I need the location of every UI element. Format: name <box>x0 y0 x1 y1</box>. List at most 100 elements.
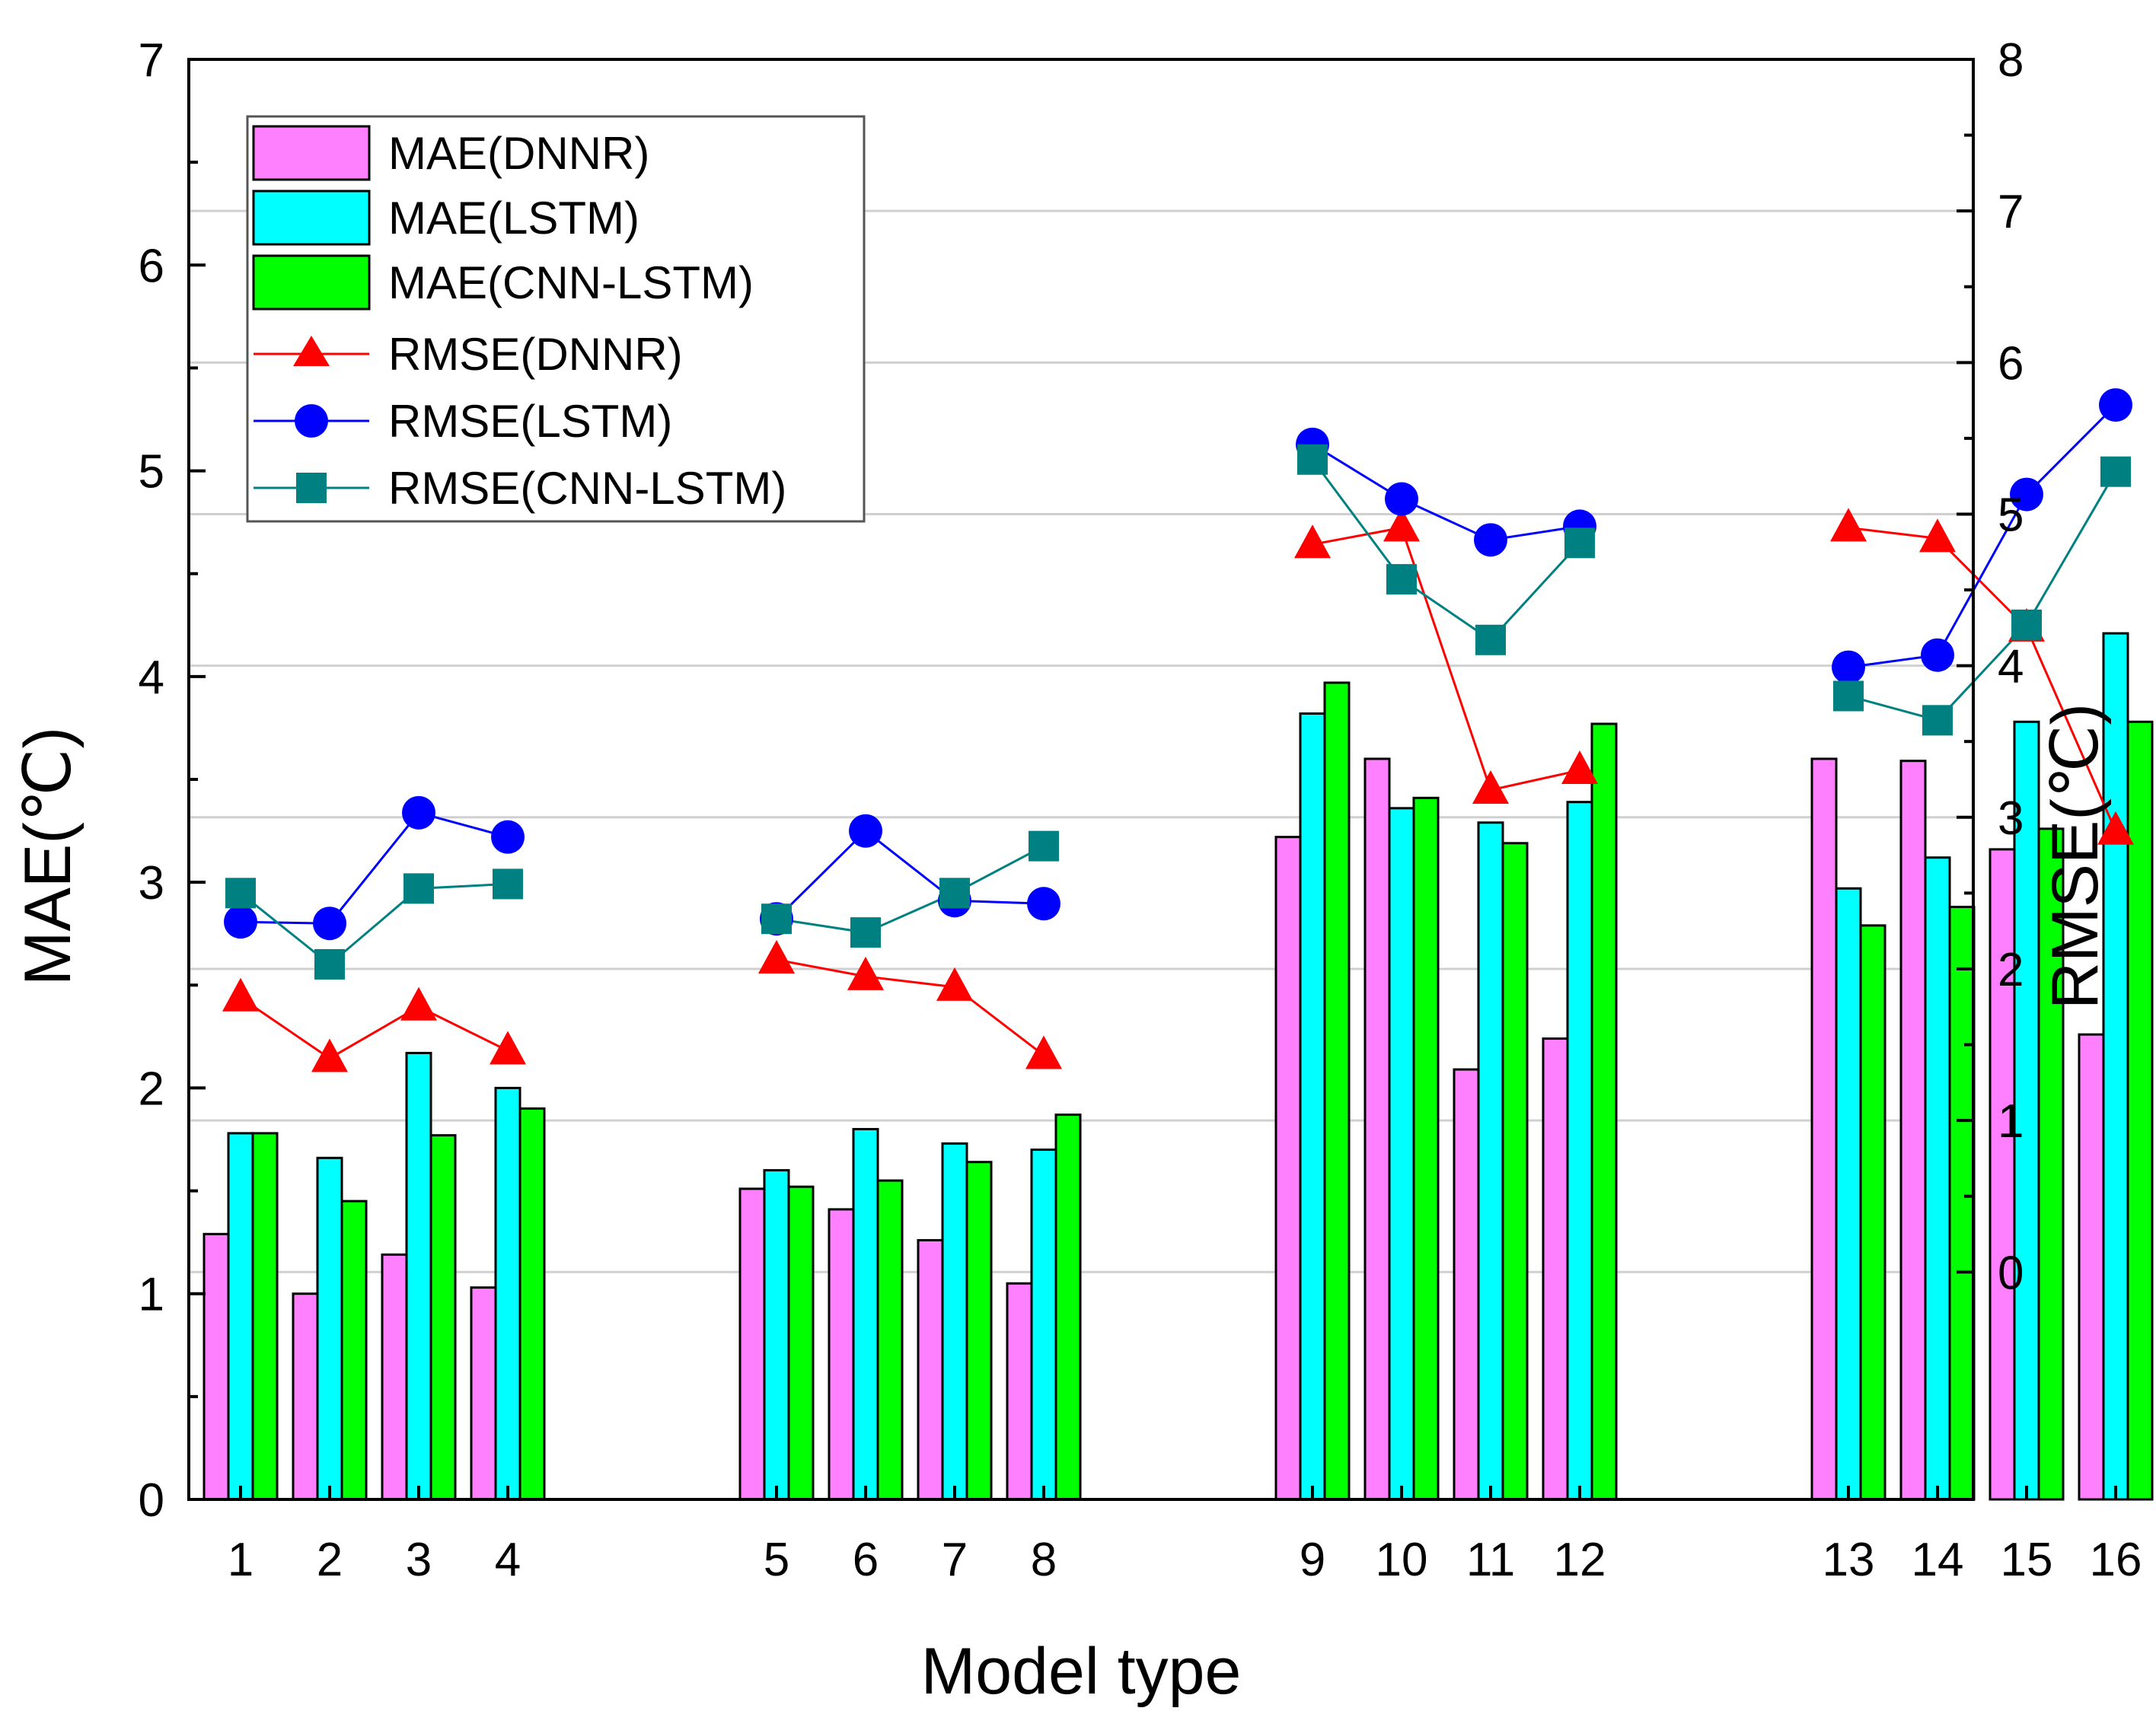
y-tick-label: 3 <box>139 857 164 910</box>
bar-mae-dnnr-12 <box>1542 1037 1569 1501</box>
marker-rmse-lstm-11 <box>1474 523 1507 557</box>
marker-rmse-cnn-lstm-5 <box>761 903 792 935</box>
bars <box>203 632 2154 1501</box>
marker-rmse-dnnr-12 <box>1561 750 1598 785</box>
bar-mae-lstm-3 <box>405 1051 432 1501</box>
line-rmse-dnnr-group-4 <box>1848 526 2117 832</box>
bar-mae-lstm-11 <box>1477 821 1504 1501</box>
marker-rmse-dnnr-10 <box>1383 508 1420 542</box>
bar-mae-lstm-5 <box>763 1169 790 1501</box>
marker-rmse-cnn-lstm-7 <box>939 878 970 909</box>
y-tick-label: 1 <box>139 1269 164 1321</box>
marker-rmse-dnnr-13 <box>1830 508 1867 542</box>
marker-rmse-dnnr-11 <box>1472 770 1509 804</box>
marker-rmse-cnn-lstm-8 <box>1029 830 1059 862</box>
bar-mae-lstm-12 <box>1566 801 1593 1501</box>
line-rmse-cnn-lstm-group-3 <box>1311 458 1581 642</box>
bar-mae-dnnr-4 <box>470 1286 497 1501</box>
y-tick-label: 2 <box>139 1063 164 1115</box>
bar-mae-dnnr-8 <box>1006 1282 1033 1501</box>
bar-mae-dnnr-5 <box>738 1187 766 1501</box>
rmse-lines <box>240 404 2117 1060</box>
marker-rmse-lstm-6 <box>849 814 882 848</box>
line-rmse-lstm-group-3 <box>1312 443 1580 541</box>
marker-rmse-dnnr-7 <box>936 967 973 1001</box>
y2-axis-title: RMSE(℃) <box>2039 703 2112 1009</box>
y2-tick-label: 7 <box>1998 186 2024 238</box>
x-tick-label: 10 <box>1376 1534 1428 1586</box>
bar-mae-lstm-4 <box>494 1086 521 1501</box>
x-tick-label: 2 <box>317 1534 343 1586</box>
y2-tick-label: 1 <box>1998 1095 2024 1148</box>
bar-mae-dnnr-14 <box>1899 760 1927 1501</box>
y2-tick-label: 8 <box>1998 34 2024 87</box>
bar-mae-dnnr-7 <box>917 1238 944 1501</box>
x-tick-label: 5 <box>764 1534 789 1586</box>
bar-mae-cnn-lstm-4 <box>518 1107 546 1501</box>
legend: MAE(DNNR) MAE(LSTM) MAE(CNN-LSTM) RMSE(D… <box>246 115 866 523</box>
bar-mae-lstm-6 <box>852 1127 879 1501</box>
marker-rmse-dnnr-1 <box>222 977 259 1012</box>
bar-mae-cnn-lstm-8 <box>1054 1114 1082 1501</box>
bar-mae-cnn-lstm-15 <box>2037 827 2065 1501</box>
bar-mae-cnn-lstm-7 <box>965 1161 993 1501</box>
x-tick-label: 16 <box>2090 1534 2142 1586</box>
y2-tick-label: 0 <box>1998 1247 2024 1299</box>
y-axis-title: MAE(℃) <box>11 727 85 986</box>
x-tick-label: 7 <box>942 1534 968 1586</box>
bar-mae-dnnr-6 <box>828 1208 855 1501</box>
bar-mae-dnnr-16 <box>2078 1033 2105 1501</box>
y2-tick-label: 2 <box>1998 944 2024 996</box>
y-tick-label: 7 <box>139 34 164 87</box>
marker-rmse-cnn-lstm-16 <box>2100 456 2131 487</box>
marker-rmse-lstm-1 <box>224 905 257 939</box>
marker-rmse-cnn-lstm-14 <box>1922 705 1953 736</box>
y-tick-label: 4 <box>139 652 164 704</box>
y2-tick-label: 6 <box>1998 337 2024 390</box>
legend-label-rmse-lstm: RMSE(LSTM) <box>388 396 672 447</box>
bar-mae-dnnr-15 <box>1989 848 2016 1501</box>
x-tick-label: 8 <box>1031 1534 1057 1586</box>
bar-mae-lstm-1 <box>227 1132 254 1501</box>
line-rmse-dnnr-group-3 <box>1312 526 1580 792</box>
legend-square-icon <box>296 473 327 503</box>
x-tick-label: 1 <box>228 1534 254 1586</box>
marker-rmse-cnn-lstm-9 <box>1297 444 1328 475</box>
line-rmse-dnnr-group-1 <box>240 996 509 1060</box>
x-tick-label: 15 <box>2001 1534 2053 1586</box>
bar-mae-lstm-7 <box>941 1142 968 1501</box>
y2-tick-label: 5 <box>1998 489 2024 541</box>
x-tick-label: 3 <box>406 1534 432 1586</box>
bar-mae-cnn-lstm-1 <box>251 1132 279 1501</box>
marker-rmse-dnnr-9 <box>1294 524 1331 559</box>
marker-rmse-dnnr-3 <box>400 986 437 1021</box>
bar-mae-lstm-2 <box>316 1156 343 1501</box>
marker-rmse-lstm-3 <box>402 795 435 830</box>
bar-mae-lstm-14 <box>1924 856 1951 1501</box>
bar-mae-cnn-lstm-2 <box>340 1200 368 1501</box>
y2-tick-label: 4 <box>1998 641 2024 693</box>
legend-swatch-mae-dnnr <box>252 125 371 181</box>
marker-rmse-cnn-lstm-1 <box>225 878 256 909</box>
bar-mae-dnnr-3 <box>381 1253 408 1501</box>
bar-mae-cnn-lstm-16 <box>2126 720 2154 1501</box>
bar-mae-lstm-10 <box>1388 807 1415 1501</box>
marker-rmse-lstm-14 <box>1921 638 1954 672</box>
bar-mae-cnn-lstm-6 <box>876 1179 904 1501</box>
x-tick-label: 14 <box>1912 1534 1964 1586</box>
marker-rmse-dnnr-8 <box>1025 1035 1062 1069</box>
bar-mae-cnn-lstm-9 <box>1323 681 1351 1501</box>
line-rmse-dnnr-group-2 <box>776 958 1045 1056</box>
bar-mae-lstm-13 <box>1835 887 1862 1501</box>
y-tick-label: 6 <box>139 240 164 292</box>
bar-mae-cnn-lstm-10 <box>1412 796 1440 1501</box>
marker-rmse-cnn-lstm-11 <box>1475 624 1506 655</box>
x-tick-label: 13 <box>1823 1534 1875 1586</box>
legend-label-mae-cnn-lstm: MAE(CNN-LSTM) <box>388 257 754 308</box>
bar-mae-cnn-lstm-5 <box>787 1185 815 1501</box>
line-rmse-cnn-lstm-group-1 <box>240 882 509 966</box>
legend-label-mae-dnnr: MAE(DNNR) <box>388 128 649 179</box>
bar-mae-dnnr-10 <box>1363 757 1391 1501</box>
line-rmse-cnn-lstm-group-2 <box>776 845 1045 934</box>
